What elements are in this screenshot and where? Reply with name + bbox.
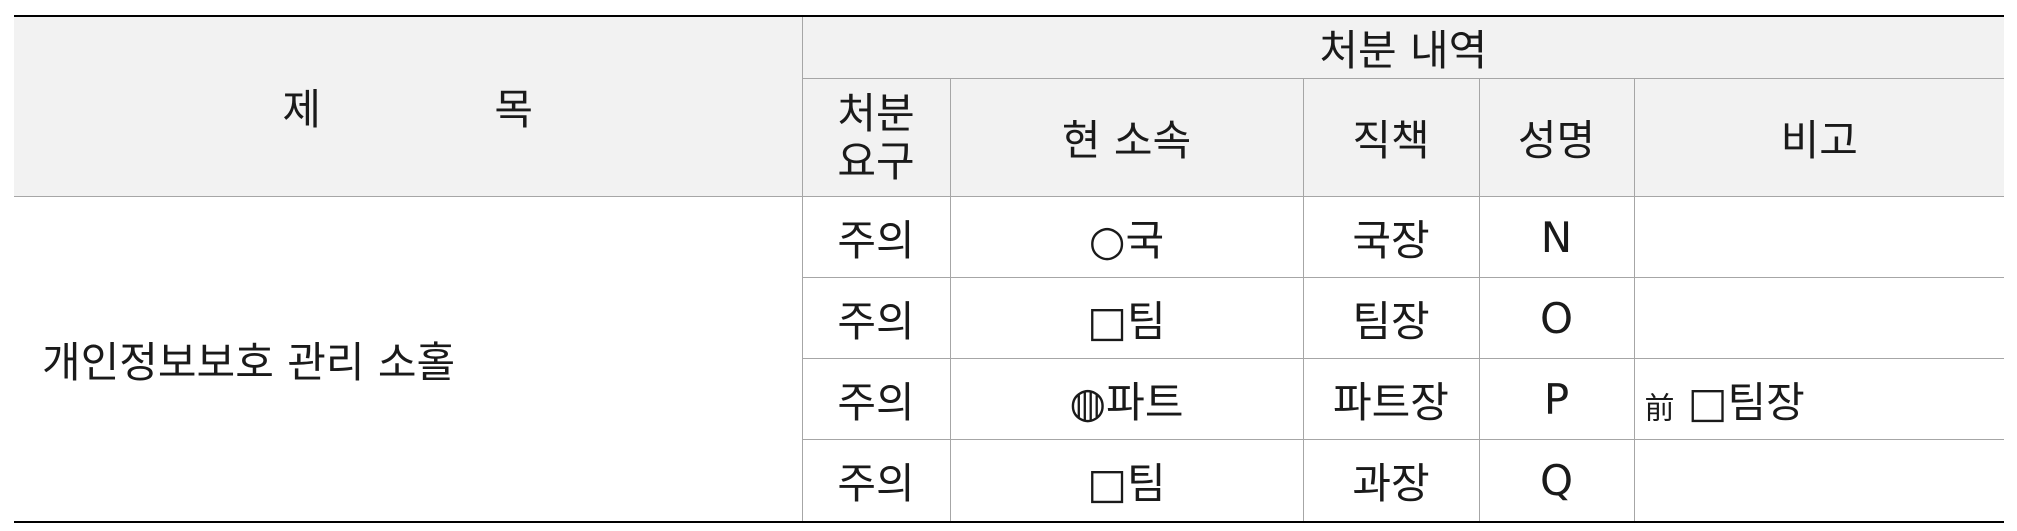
header-remarks: 비고 bbox=[1633, 78, 2005, 197]
header-action-details: 처분 내역 bbox=[801, 15, 2005, 79]
table-row: 주의 ◍파트 파트장 P 前 □팀장 bbox=[14, 358, 2005, 440]
header-row-2: 처분 요구 현 소속 직책 성명 비고 bbox=[14, 78, 2005, 197]
action-cell: 주의 bbox=[801, 439, 951, 523]
header-title: 제 목 bbox=[14, 15, 803, 197]
action-cell: 주의 bbox=[801, 358, 951, 440]
header-action-request-label: 처분 요구 bbox=[837, 88, 915, 186]
name-cell: P bbox=[1478, 358, 1635, 440]
position-cell: 과장 bbox=[1302, 439, 1480, 523]
table-row: 주의 □팀 팀장 O bbox=[14, 277, 2005, 359]
remarks-cell: 前 □팀장 bbox=[1633, 358, 2005, 440]
header-row-1: 제 목 처분 내역 bbox=[14, 15, 2005, 197]
case-title: 개인정보보호 관리 소홀 bbox=[14, 196, 803, 523]
remarks-cell bbox=[1633, 196, 2005, 278]
name-cell: O bbox=[1478, 277, 1635, 359]
table-row: 개인정보보호 관리 소홀 주의 ○국 국장 N bbox=[14, 196, 2005, 523]
position-cell: 파트장 bbox=[1302, 358, 1480, 440]
disciplinary-table: 제 목 처분 내역 처분 요구 현 소속 직책 성명 비고 개인정보보호 관리 소… bbox=[14, 15, 2005, 523]
remarks-cell bbox=[1633, 277, 2005, 359]
remarks-cell bbox=[1633, 439, 2005, 523]
affiliation-cell: ◍파트 bbox=[949, 358, 1304, 440]
position-cell: 팀장 bbox=[1302, 277, 1480, 359]
affiliation-cell: □팀 bbox=[949, 277, 1304, 359]
position-cell: 국장 bbox=[1302, 196, 1480, 278]
name-cell: Q bbox=[1478, 439, 1635, 523]
affiliation-cell: ○국 bbox=[949, 196, 1304, 278]
remarks-text: □팀장 bbox=[1687, 377, 1805, 427]
affiliation-cell: □팀 bbox=[949, 439, 1304, 523]
header-name: 성명 bbox=[1478, 78, 1635, 197]
header-position: 직책 bbox=[1302, 78, 1480, 197]
table-row: 주의 □팀 과장 Q bbox=[14, 439, 2005, 523]
header-action-request: 처분 요구 bbox=[801, 78, 951, 197]
header-current-affiliation: 현 소속 bbox=[949, 78, 1304, 197]
remarks-prefix: 前 bbox=[1644, 391, 1675, 426]
action-cell: 주의 bbox=[801, 196, 951, 278]
name-cell: N bbox=[1478, 196, 1635, 278]
action-cell: 주의 bbox=[801, 277, 951, 359]
